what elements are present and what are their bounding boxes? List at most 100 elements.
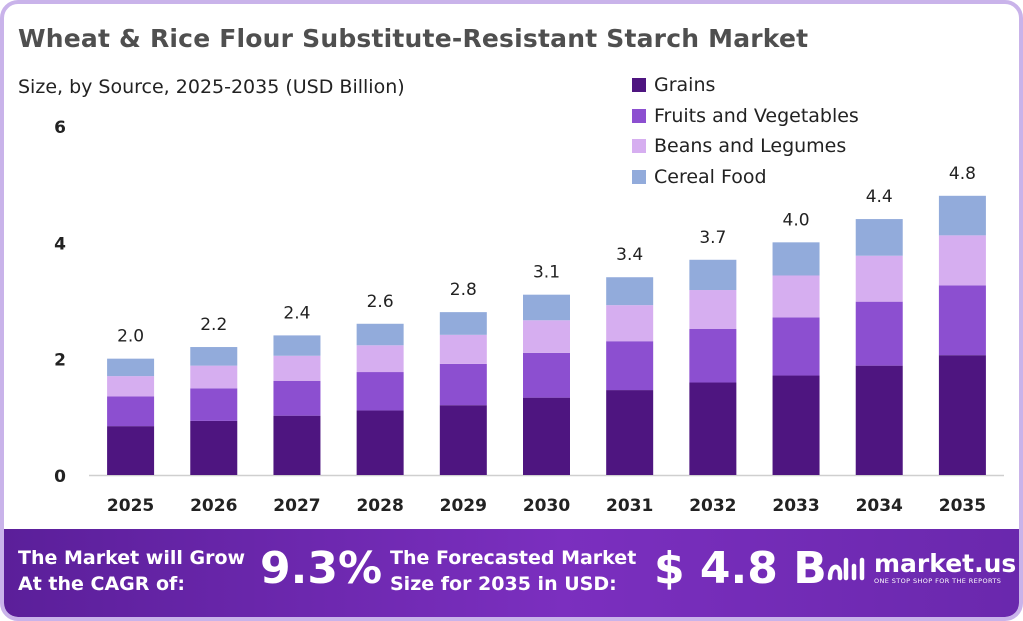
- bar-segment: [107, 426, 155, 475]
- bar-segment: [439, 334, 487, 364]
- x-tick-label: 2033: [772, 496, 819, 516]
- bar-segment: [855, 219, 903, 256]
- bar-segment: [107, 358, 155, 377]
- bar-segment: [273, 335, 321, 356]
- bar-segment: [523, 320, 570, 353]
- bar-segment: [439, 312, 487, 335]
- bar-segment: [523, 397, 570, 475]
- bar-segment: [107, 376, 155, 397]
- bar-segment: [606, 305, 654, 342]
- x-tick-label: 2031: [606, 496, 653, 516]
- legend-swatch: [632, 169, 646, 184]
- legend-item: Beans and Legumes: [632, 131, 859, 162]
- legend-label: Fruits and Vegetables: [654, 104, 859, 127]
- bar-segment: [606, 341, 654, 391]
- bar-segment: [190, 365, 238, 389]
- y-tick-label: 4: [54, 234, 66, 254]
- y-tick-label: 2: [54, 351, 66, 371]
- cagr-value: 9.3%: [260, 543, 383, 594]
- data-label-total: 4.8: [949, 164, 976, 184]
- bar-segment: [273, 380, 321, 416]
- forecast-value: $ 4.8 B: [654, 543, 827, 594]
- data-label-total: 2.6: [367, 292, 394, 312]
- y-tick-label: 0: [54, 467, 66, 487]
- bar-segment: [689, 382, 737, 475]
- data-label-total: 2.4: [283, 303, 310, 323]
- bar-segment: [938, 195, 986, 236]
- cagr-label-line-2: At the CAGR of:: [18, 573, 185, 595]
- bar-segment: [606, 277, 654, 306]
- chart-title: Wheat & Rice Flour Substitute-Resistant …: [18, 24, 809, 53]
- legend-label: Cereal Food: [654, 165, 767, 188]
- bar-segment: [356, 345, 404, 373]
- bar-segment: [356, 323, 404, 346]
- chart-legend: Grains Fruits and Vegetables Beans and Leg…: [632, 70, 859, 192]
- bar-segment: [439, 363, 487, 406]
- data-label-total: 2.8: [450, 280, 477, 300]
- data-label-total: 2.0: [117, 327, 144, 347]
- x-tick-label: 2029: [440, 496, 487, 516]
- legend-item: Grains: [632, 70, 859, 101]
- legend-swatch: [632, 108, 646, 123]
- x-tick-label: 2032: [689, 496, 736, 516]
- bar-segment: [772, 375, 820, 475]
- bar-segment: [689, 329, 737, 383]
- legend-swatch: [632, 139, 646, 154]
- bar-segment: [938, 285, 986, 356]
- bar-segment: [689, 290, 737, 330]
- bar-segment: [273, 415, 321, 475]
- cagr-label: The Market will Grow At the CAGR of:: [18, 545, 245, 597]
- forecast-label-line-2: Size for 2035 in USD:: [390, 573, 617, 595]
- bar-segment: [772, 242, 820, 276]
- x-tick-label: 2030: [523, 496, 570, 516]
- data-label-total: 3.1: [533, 263, 560, 283]
- x-tick-label: 2028: [356, 496, 403, 516]
- bar-segment: [523, 352, 570, 398]
- forecast-label-line-1: The Forecasted Market: [390, 547, 637, 569]
- cagr-label-line-1: The Market will Grow: [18, 547, 246, 569]
- x-tick-label: 2025: [107, 496, 154, 516]
- bar-segment: [523, 294, 570, 321]
- bar-segment: [938, 355, 986, 475]
- forecast-label: The Forecasted Market Size for 2035 in U…: [390, 545, 636, 597]
- legend-item: Fruits and Vegetables: [632, 101, 859, 132]
- data-label-total: 2.2: [200, 315, 227, 335]
- bar-segment: [190, 388, 238, 421]
- market-us-logo-icon: [827, 557, 865, 580]
- bar-chart: 0 2 4 6 2.0 2025 2.2 2026 2.4 2027 2.6 2028 2.8 2029 3…: [54, 118, 1004, 516]
- bar-segment: [772, 275, 820, 318]
- bar-segment: [855, 255, 903, 302]
- bar-segment: [356, 372, 404, 411]
- bar-segment: [938, 235, 986, 286]
- bar-segment: [855, 301, 903, 366]
- bar-segment: [439, 405, 487, 475]
- bar-segment: [606, 390, 654, 475]
- data-label-total: 3.4: [616, 245, 643, 265]
- bar-segment: [689, 259, 737, 291]
- data-label-total: 4.4: [866, 187, 893, 207]
- bar-segment: [273, 355, 321, 381]
- bar-segment: [107, 396, 155, 427]
- y-tick-label: 6: [54, 118, 66, 138]
- x-tick-label: 2026: [190, 496, 237, 516]
- legend-item: Cereal Food: [632, 162, 859, 193]
- brand-logo: market.us ONE STOP SHOP FOR THE REPORTS: [826, 551, 1016, 586]
- data-label-total: 4.0: [783, 210, 810, 230]
- bar-segment: [190, 347, 238, 366]
- legend-swatch: [632, 78, 646, 93]
- brand-tagline: ONE STOP SHOP FOR THE REPORTS: [874, 577, 1002, 585]
- legend-label: Grains: [654, 74, 716, 97]
- footer-banner: The Market will Grow At the CAGR of: 9.3…: [4, 529, 1019, 617]
- bar-segment: [855, 365, 903, 475]
- x-tick-label: 2034: [856, 496, 903, 516]
- chart-subtitle: Size, by Source, 2025-2035 (USD Billion): [18, 76, 405, 98]
- legend-label: Beans and Legumes: [654, 135, 847, 158]
- data-label-total: 3.7: [699, 228, 726, 248]
- bar-segment: [190, 420, 238, 475]
- brand-name: market.us: [874, 549, 1017, 578]
- x-tick-label: 2035: [939, 496, 986, 516]
- bar-segment: [772, 317, 820, 376]
- bar-segment: [356, 410, 404, 475]
- x-tick-label: 2027: [273, 496, 320, 516]
